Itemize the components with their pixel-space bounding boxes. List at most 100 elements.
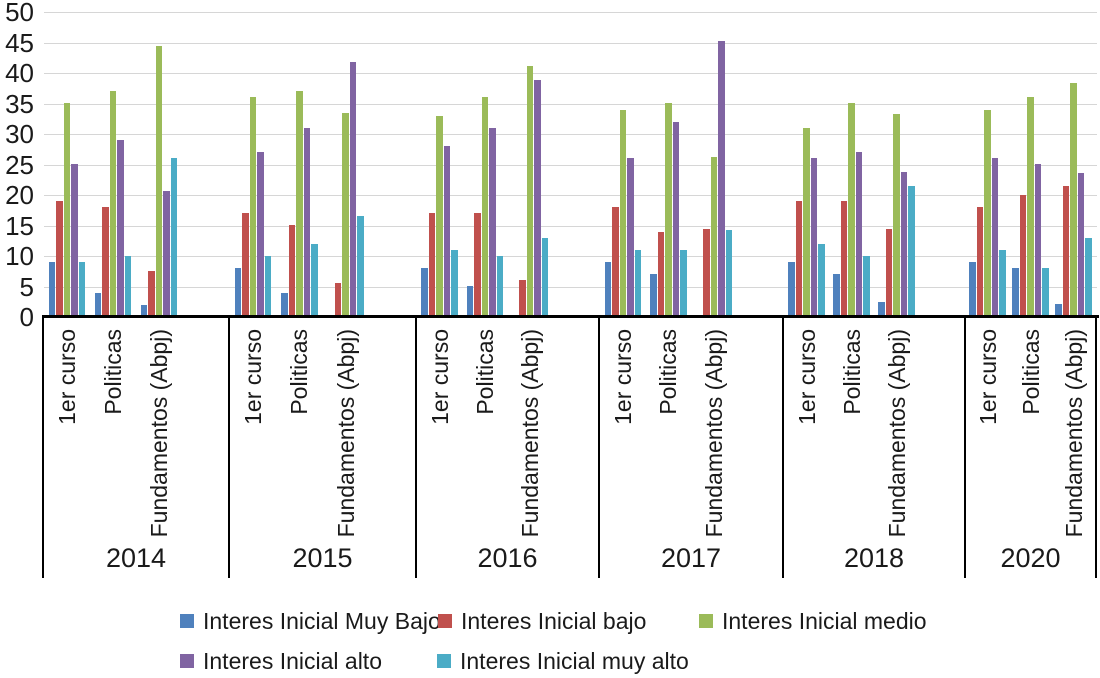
bar-interes-inicial-alto — [257, 152, 264, 317]
y-tick-label-30: 30 — [5, 119, 34, 149]
category-slot: Politicas — [276, 317, 322, 578]
bar-interes-inicial-bajo — [519, 280, 526, 317]
y-tick-label-0: 0 — [19, 302, 34, 332]
legend-swatch-muy-bajo-icon — [180, 614, 194, 628]
gridline-50 — [44, 12, 1097, 13]
bar-interes-inicial-alto — [627, 158, 634, 317]
legend-item-medio: Interes Inicial medio — [699, 607, 927, 635]
bar-interes-inicial-bajo — [474, 213, 481, 317]
category-slot — [737, 317, 783, 578]
bar-interes-inicial-muy-alto — [863, 256, 870, 317]
year-label-2016: 2016 — [477, 543, 538, 573]
bar-cluster-2016-1er-curso — [421, 116, 458, 317]
bar-interes-inicial-muy-alto — [999, 250, 1006, 317]
category-label-politicas: Politicas — [655, 329, 682, 415]
bar-interes-inicial-medio — [342, 113, 349, 317]
bar-interes-inicial-medio — [249, 97, 257, 317]
bar-interes-inicial-alto — [718, 41, 725, 317]
category-slot — [553, 317, 598, 578]
bar-interes-inicial-bajo — [1062, 186, 1070, 317]
category-slot: Politicas — [90, 317, 136, 578]
legend-item-bajo: Interes Inicial bajo — [438, 607, 646, 635]
bar-interes-inicial-muy-alto — [725, 230, 732, 317]
bar-interes-inicial-muy-bajo — [604, 262, 611, 317]
legend-item-alto: Interes Inicial alto — [180, 647, 382, 675]
bar-interes-inicial-muy-bajo — [969, 262, 976, 317]
category-group-2015: 1er curso Politicas Fundamentos (Abpj) 2015 — [228, 317, 415, 578]
gridline-15 — [44, 226, 1097, 227]
bar-interes-inicial-alto — [71, 164, 78, 317]
category-slot: 1er curso — [230, 317, 276, 578]
y-tick-label-5: 5 — [19, 272, 34, 302]
y-tick-label-40: 40 — [5, 58, 34, 88]
bar-cluster-2018-1er-curso — [788, 128, 825, 317]
bar-interes-inicial-alto — [672, 122, 679, 317]
bar-cluster-2020-fundamentos-abpj — [1055, 83, 1092, 317]
category-slot: Fundamentos (Abpj) — [508, 317, 553, 578]
bar-interes-inicial-alto — [991, 158, 999, 317]
category-slot: 1er curso — [417, 317, 462, 578]
bar-interes-inicial-medio — [803, 128, 810, 317]
category-group-2017: 1er curso Politicas Fundamentos (Abpj) 2017 — [598, 317, 782, 578]
bar-interes-inicial-alto — [534, 80, 541, 317]
bar-interes-inicial-bajo — [1019, 195, 1027, 317]
bar-interes-inicial-muy-alto — [818, 244, 825, 317]
bar-cluster-2015-fundamentos-abpj — [327, 62, 364, 317]
category-label-1er-curso: 1er curso — [54, 329, 80, 425]
bar-interes-inicial-muy-alto — [264, 256, 272, 317]
bar-cluster-2018-politicas — [833, 103, 870, 317]
year-label-2014: 2014 — [105, 543, 167, 573]
year-label-2017: 2017 — [660, 543, 722, 573]
year-label-2018: 2018 — [843, 543, 905, 573]
bar-interes-inicial-medio — [1027, 97, 1034, 317]
bar-interes-inicial-muy-alto — [680, 250, 687, 317]
bar-interes-inicial-muy-bajo — [421, 268, 428, 317]
category-slot: Fundamentos (Abpj) — [874, 317, 919, 578]
y-tick-label-35: 35 — [5, 89, 34, 119]
bar-interes-inicial-alto — [303, 128, 311, 317]
gridline-30 — [44, 134, 1097, 135]
y-tick-label-15: 15 — [5, 211, 34, 241]
bar-cluster-2014-1er-curso — [48, 103, 86, 317]
bar-cluster-2015-politicas — [281, 91, 318, 317]
bar-interes-inicial-muy-bajo — [1055, 304, 1062, 317]
bar-interes-inicial-medio — [109, 91, 117, 317]
y-tick-label-10: 10 — [5, 241, 34, 271]
bar-interes-inicial-medio — [63, 103, 71, 317]
bar-interes-inicial-medio — [155, 46, 163, 317]
category-label-politicas: Politicas — [286, 329, 313, 415]
category-label-1er-curso: 1er curso — [240, 329, 267, 425]
bar-cluster-2017-fundamentos-abpj — [696, 41, 732, 317]
bar-cluster-2017-politicas — [650, 103, 687, 317]
category-label-1er-curso: 1er curso — [426, 329, 453, 425]
category-slot — [369, 317, 415, 578]
bar-interes-inicial-medio — [984, 110, 991, 317]
bar-interes-inicial-bajo — [612, 207, 619, 317]
bar-interes-inicial-bajo — [334, 283, 342, 317]
category-slot: Politicas — [462, 317, 507, 578]
legend-label: Interes Inicial alto — [203, 648, 382, 674]
category-label-fundamentos-abpj: Fundamentos (Abpj) — [332, 329, 359, 538]
bar-interes-inicial-bajo — [242, 213, 249, 317]
legend-label: Interes Inicial muy alto — [460, 648, 689, 674]
bar-interes-inicial-alto — [489, 128, 496, 317]
y-tick-label-25: 25 — [5, 150, 34, 180]
bar-interes-inicial-alto — [163, 191, 170, 317]
year-label-2020: 2020 — [1000, 543, 1061, 573]
gridline-20 — [44, 195, 1097, 196]
bar-interes-inicial-bajo — [288, 225, 296, 317]
bar-interes-inicial-medio — [526, 66, 534, 317]
bar-interes-inicial-muy-bajo — [878, 302, 885, 317]
bar-interes-inicial-muy-bajo — [833, 274, 840, 317]
bar-interes-inicial-medio — [296, 91, 303, 317]
category-label-1er-curso: 1er curso — [974, 329, 1001, 425]
category-label-fundamentos-abpj: Fundamentos (Abpj) — [700, 329, 727, 538]
bar-interes-inicial-muy-alto — [496, 256, 504, 317]
year-label-2015: 2015 — [292, 543, 353, 573]
category-label-fundamentos-abpj: Fundamentos (Abpj) — [517, 329, 544, 538]
category-slot: 1er curso — [966, 317, 1009, 578]
category-slot: 1er curso — [44, 317, 90, 578]
legend-item-muy-alto: Interes Inicial muy alto — [437, 647, 689, 675]
category-slot: Politicas — [1009, 317, 1052, 578]
legend-label: Interes Inicial bajo — [461, 608, 647, 634]
